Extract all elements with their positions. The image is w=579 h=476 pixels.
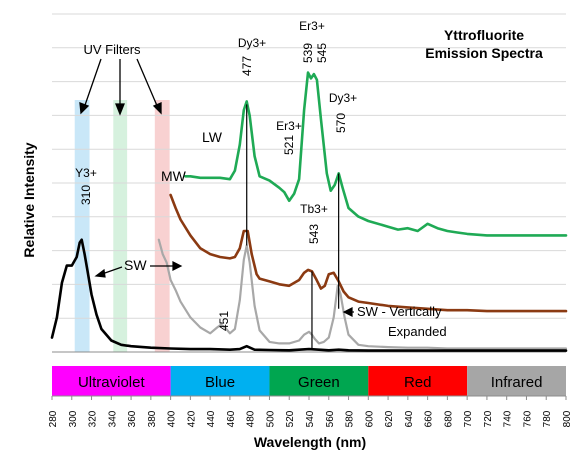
y3-label: Y3+ <box>75 166 97 180</box>
x-axis-label: Wavelength (nm) <box>254 434 366 450</box>
x-tick-label-620: 620 <box>384 410 395 427</box>
gridlines <box>52 13 566 353</box>
x-tick-label-280: 280 <box>48 410 59 427</box>
x-tick-label-440: 440 <box>206 410 217 427</box>
x-tick-label-380: 380 <box>147 410 158 427</box>
color-band-bar: Ultraviolet Blue Green Red Infrared <box>52 366 566 396</box>
x-tick-label-780: 780 <box>542 410 553 427</box>
x-tick-label-420: 420 <box>186 410 197 427</box>
sw-expanded-label-line1: SW - Vertically <box>357 304 442 319</box>
tb543-label: Tb3+ <box>300 202 328 216</box>
color-band-blue <box>170 366 270 396</box>
dy477-label: Dy3+ <box>238 36 266 50</box>
series-lw <box>184 71 568 237</box>
uv-filters-label: UV Filters <box>83 42 141 57</box>
x-tick-label-340: 340 <box>107 410 118 427</box>
uv-filter-bands <box>74 100 170 352</box>
x-axis: 280 300 320 340 360 380 400 420 440 460 480 500 520 5… <box>48 395 573 427</box>
color-band-ultraviolet <box>52 366 171 396</box>
series-mw <box>169 193 568 313</box>
x-tick-label-800: 800 <box>562 410 573 427</box>
uv-filter-arrow-390 <box>136 58 159 109</box>
dy570-value-label: 570 <box>334 113 348 133</box>
chart-title-line2: Emission Spectra <box>425 45 543 61</box>
peak-marker-lines <box>246 104 340 350</box>
p451-value-label: 451 <box>217 311 231 331</box>
dy570-label: Dy3+ <box>329 91 357 105</box>
er545-value-label: 545 <box>315 43 329 63</box>
x-tick-label-680: 680 <box>443 410 454 427</box>
sw-series-label: SW <box>124 257 147 273</box>
sw-arrow-left <box>101 266 123 275</box>
x-tick-label-460: 460 <box>226 410 237 427</box>
x-tick-label-560: 560 <box>325 410 336 427</box>
color-band-label-blue: Blue <box>205 374 235 391</box>
x-tick-label-360: 360 <box>127 410 138 427</box>
er521-label: Er3+ <box>276 119 302 133</box>
uv-filter-arrow-310 <box>83 58 102 109</box>
mw-series-label: MW <box>161 168 187 184</box>
x-tick-label-660: 660 <box>424 410 435 427</box>
er539-value-label: 539 <box>301 43 315 63</box>
x-tick-label-320: 320 <box>88 410 99 427</box>
x-tick-label-540: 540 <box>305 410 316 427</box>
er539-label: Er3+ <box>299 19 325 33</box>
uv-filter-arrowhead-390 <box>152 102 162 115</box>
x-tick-label-760: 760 <box>522 410 533 427</box>
x-tick-label-640: 640 <box>404 410 415 427</box>
x-tick-label-600: 600 <box>364 410 375 427</box>
spectra-series <box>50 71 568 352</box>
color-band-label-red: Red <box>404 374 432 391</box>
color-band-infrared <box>467 366 566 396</box>
filter-band-uv310 <box>74 100 90 352</box>
sw-label-arrows <box>94 261 183 278</box>
x-tick-label-740: 740 <box>503 410 514 427</box>
color-band-label-ultraviolet: Ultraviolet <box>78 374 146 391</box>
x-tick-label-480: 480 <box>246 410 257 427</box>
sw-expanded-arrow <box>342 307 354 317</box>
y3-value-label: 310 <box>79 185 93 205</box>
sw-expanded-arrowhead <box>342 307 353 317</box>
color-band-label-green: Green <box>298 374 340 391</box>
x-tick-label-500: 500 <box>265 410 276 427</box>
chart-title-line1: Yttrofluorite <box>444 27 524 43</box>
series-sw <box>50 238 568 352</box>
x-tick-label-520: 520 <box>285 410 296 427</box>
uv-filter-arrowhead-310 <box>79 102 90 115</box>
uv-filter-arrows <box>79 58 162 116</box>
sw-arrowhead-left <box>94 268 106 278</box>
y-axis-label: Relative Intensity <box>21 142 37 257</box>
filter-band-uv350 <box>113 100 128 352</box>
uv-filter-arrowhead-350 <box>115 103 125 116</box>
sw-arrowhead-right <box>172 261 183 271</box>
color-band-green <box>269 366 369 396</box>
filter-band-uv390 <box>154 100 170 352</box>
x-tick-label-580: 580 <box>345 410 356 427</box>
dy477-value-label: 477 <box>240 56 254 76</box>
tb543-value-label: 543 <box>307 224 321 244</box>
x-tick-label-720: 720 <box>483 410 494 427</box>
color-band-label-infrared: Infrared <box>491 374 543 391</box>
sw-expanded-label-line2: Expanded <box>388 324 447 339</box>
er521-value-label: 521 <box>282 135 296 155</box>
lw-series-label: LW <box>202 129 223 145</box>
color-band-red <box>368 366 468 396</box>
x-tick-label-700: 700 <box>463 410 474 427</box>
x-tick-label-300: 300 <box>68 410 79 427</box>
series-sw-expanded <box>157 238 568 350</box>
x-tick-label-400: 400 <box>167 410 178 427</box>
